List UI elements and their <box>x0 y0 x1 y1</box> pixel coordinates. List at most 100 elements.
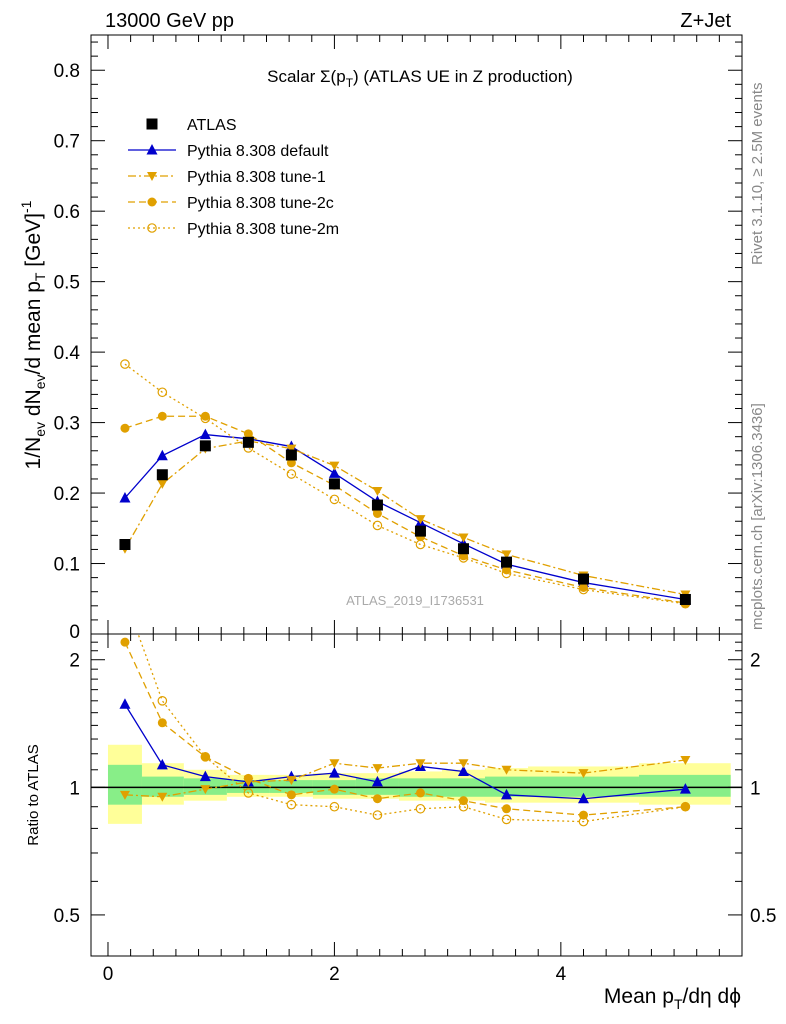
inner-band <box>269 780 313 793</box>
data-point <box>372 486 383 496</box>
rivet-version-label: Rivet 3.1.10, ≥ 2.5M events <box>749 83 766 266</box>
header-right: Z+Jet <box>680 10 731 32</box>
data-point <box>120 423 130 433</box>
header-left: 13000 GeV pp <box>105 10 234 32</box>
y-tick-label: 0.1 <box>54 555 80 576</box>
ratio-tick-label: 1 <box>69 778 80 799</box>
title-scalar-word: Scalar Σ(p <box>267 67 346 86</box>
x-tick-label: 2 <box>329 964 340 985</box>
ratio-point <box>157 718 167 728</box>
ratio-point <box>501 765 512 775</box>
data-point <box>120 359 130 369</box>
ratio-point <box>577 792 589 804</box>
ratio-tick-label-right: 1 <box>750 778 761 799</box>
ratio-point <box>286 790 296 800</box>
legend-label: Pythia 8.308 tune-2c <box>187 195 334 212</box>
ratio-point <box>156 758 168 770</box>
data-point <box>157 411 167 421</box>
title-rest: ) (ATLAS UE in Z production) <box>353 67 573 86</box>
legend-marker <box>147 223 157 233</box>
chart-title: Scalar Σ(pT) (ATLAS UE in Z production) <box>267 67 573 90</box>
ratio-line <box>124 703 686 800</box>
ratio-line <box>124 759 686 798</box>
y-axis-label-top: 1/Nev dNev/d mean pT [GeV]-1 <box>18 200 48 469</box>
data-point <box>200 413 211 424</box>
data-point <box>329 494 340 505</box>
ratio-point <box>415 788 425 798</box>
ratio-point <box>243 788 254 798</box>
series-line <box>124 415 686 604</box>
legend-marker <box>147 197 157 207</box>
data-point <box>119 539 131 551</box>
y-tick-label: 0.7 <box>54 132 80 153</box>
legend-entry: Pythia 8.308 tune-1 <box>128 169 326 186</box>
data-point <box>501 556 513 568</box>
legend-marker <box>146 144 158 155</box>
ratio-point <box>501 788 513 800</box>
ratio-point <box>415 803 426 814</box>
ratio-point <box>119 698 131 709</box>
legend-entry: Pythia 8.308 tune-2m <box>128 221 339 238</box>
data-point <box>286 444 297 454</box>
ratio-point <box>372 764 383 774</box>
data-point <box>415 515 426 525</box>
data-point <box>371 499 383 511</box>
ratio-point <box>120 637 130 647</box>
ratio-point <box>458 759 469 769</box>
legend: ATLAS Pythia 8.308 default Pythia 8.308 tu… <box>128 117 339 238</box>
legend-marker <box>146 118 158 130</box>
ratio-point <box>121 594 129 602</box>
ratio-point <box>286 799 297 810</box>
ratio-point <box>157 792 168 802</box>
data-point <box>243 429 253 439</box>
series-2 <box>119 436 691 600</box>
data-point <box>679 593 691 605</box>
y-tick-label: 0.3 <box>54 414 80 435</box>
data-point <box>458 533 469 543</box>
y-tick-label: 0 <box>69 622 80 643</box>
ratio-point <box>199 770 211 782</box>
ratio-point <box>578 816 589 827</box>
ratio-point <box>679 783 691 794</box>
data-point <box>199 440 211 452</box>
y-axis-label-ratio: Ratio to ATLAS <box>25 744 42 845</box>
ratio-point <box>329 759 340 769</box>
ratio-point <box>200 752 211 762</box>
data-point <box>286 469 297 479</box>
x-tick-label: 4 <box>556 964 567 985</box>
ratio-point <box>286 776 297 786</box>
data-point <box>286 458 296 468</box>
ratio-series-3 <box>121 594 691 827</box>
x-axis-label: Mean pT/dη dϕ <box>604 985 741 1012</box>
legend-marker <box>147 172 157 181</box>
data-point <box>501 550 512 560</box>
data-point <box>329 461 340 471</box>
legend-entry: ATLAS <box>146 117 237 134</box>
ratio-point <box>680 801 691 812</box>
ratio-tick-label-right: 0.5 <box>750 906 776 927</box>
ratio-series-0 <box>119 698 691 804</box>
series-4 <box>120 359 691 609</box>
ratio-point <box>578 769 589 779</box>
ratio-point <box>372 810 383 820</box>
legend-entry: Pythia 8.308 tune-2c <box>128 195 334 212</box>
main-panel: 0.1 0.2 0.3 0.4 0.5 0.6 0.7 0.8 0 Scalar Σ(pT) (… <box>18 34 743 643</box>
legend-label: ATLAS <box>187 117 237 134</box>
data-point <box>156 469 168 481</box>
analysis-watermark: ATLAS_2019_I1736531 <box>346 593 484 608</box>
ratio-point <box>157 696 168 706</box>
ratio-tick-label-right: 2 <box>750 651 761 672</box>
data-point <box>372 508 382 518</box>
ratio-point <box>372 794 382 804</box>
data-point <box>119 491 131 503</box>
y-tick-label: 0.6 <box>54 202 80 223</box>
ratio-point <box>371 775 383 787</box>
data-point <box>157 387 168 398</box>
ratio-point <box>458 801 469 812</box>
data-point <box>457 543 469 555</box>
series-line <box>124 433 686 601</box>
data-point <box>414 525 426 537</box>
legend-label: Pythia 8.308 tune-1 <box>187 169 326 186</box>
ratio-point <box>680 802 690 812</box>
